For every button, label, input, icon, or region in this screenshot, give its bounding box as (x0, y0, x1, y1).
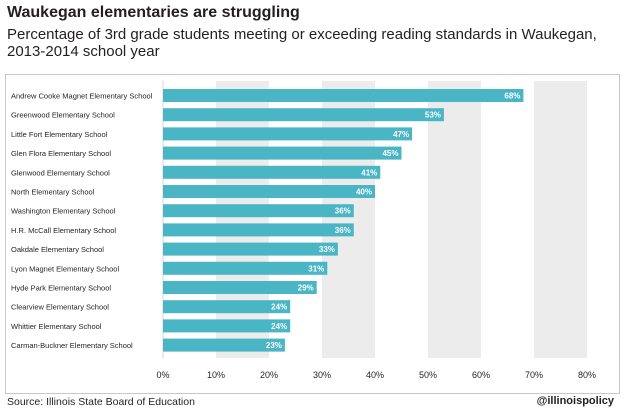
x-tick-label: 70% (525, 370, 543, 380)
value-label: 24% (271, 303, 287, 312)
chart-title: Waukegan elementaries are struggling (7, 4, 300, 21)
bar (163, 127, 413, 141)
grid-band (375, 81, 428, 358)
bar (163, 242, 338, 256)
bar (163, 108, 444, 122)
category-label: Whittier Elementary School (11, 322, 102, 331)
x-tick-label: 0% (156, 370, 169, 380)
x-tick-label: 20% (260, 370, 278, 380)
grid-band (481, 81, 534, 358)
category-label: Washington Elementary School (11, 207, 116, 216)
value-label: 45% (382, 149, 398, 158)
category-label: Carman-Buckner Elementary School (11, 341, 133, 350)
bar (163, 185, 375, 198)
value-label: 36% (335, 226, 351, 235)
value-label: 33% (319, 245, 335, 254)
category-label: Hyde Park Elementary School (11, 284, 111, 293)
x-tick-label: 50% (419, 370, 437, 380)
bar-chart: Andrew Cooke Magnet Elementary School 68%… (11, 81, 596, 380)
category-label: Oakdale Elementary School (11, 245, 104, 254)
grid-band (163, 81, 216, 358)
value-label: 40% (356, 188, 372, 197)
category-label: Greenwood Elementary School (11, 111, 115, 120)
chart-frame: Andrew Cooke Magnet Elementary School 68%… (5, 74, 620, 394)
bar (163, 146, 402, 160)
grid-band (216, 81, 269, 358)
category-label: Andrew Cooke Magnet Elementary School (11, 92, 153, 101)
bar (163, 165, 381, 179)
category-label: Glen Flora Elementary School (11, 149, 111, 158)
value-label: 24% (271, 322, 287, 331)
bar (163, 281, 317, 294)
grid-band (534, 81, 587, 358)
category-label: Glenwood Elementary School (11, 168, 110, 177)
twitter-handle: @illinoispolicy (536, 395, 614, 407)
x-tick-label: 30% (313, 370, 331, 380)
grid-band (322, 81, 375, 358)
source-note: Source: Illinois State Board of Educatio… (7, 396, 195, 408)
chart-subtitle: Percentage of 3rd grade students meeting… (7, 26, 597, 60)
x-tick-label: 80% (578, 370, 596, 380)
bar (163, 89, 524, 102)
bar (163, 300, 291, 314)
value-label: 36% (335, 207, 351, 216)
value-label: 31% (308, 264, 324, 273)
category-label: Little Fort Elementary School (11, 130, 108, 139)
x-tick-label: 60% (472, 370, 490, 380)
grid-band (428, 81, 481, 358)
bar (163, 319, 291, 333)
value-label: 53% (425, 111, 441, 120)
category-label: North Elementary School (11, 188, 95, 197)
category-label: Clearview Elementary School (11, 303, 109, 312)
value-label: 41% (361, 168, 377, 177)
bar (163, 223, 354, 237)
x-tick-label: 10% (207, 370, 225, 380)
bar (163, 204, 354, 218)
category-label: Lyon Magnet Elementary School (11, 264, 119, 273)
value-label: 29% (298, 284, 314, 293)
value-label: 68% (504, 92, 520, 101)
bar (163, 261, 328, 275)
category-label: H.R. McCall Elementary School (11, 226, 116, 235)
x-tick-label: 40% (366, 370, 384, 380)
grid-band (269, 81, 322, 358)
value-label: 47% (393, 130, 409, 139)
bar (163, 338, 285, 352)
value-label: 23% (266, 341, 282, 350)
